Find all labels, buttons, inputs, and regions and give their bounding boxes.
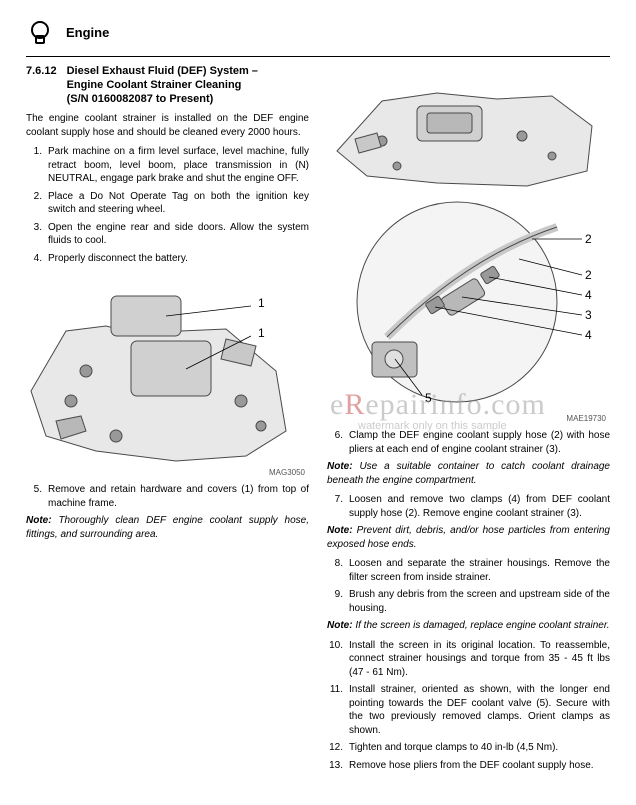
figure-left: 1 1 MAG3050	[26, 271, 309, 477]
list-item: 7.Loosen and remove two clamps (4) from …	[327, 493, 610, 520]
steps-list-right-c: 8.Loosen and separate the strainer housi…	[327, 557, 610, 615]
list-item: 10.Install the screen in its original lo…	[327, 639, 610, 680]
heading-number: 7.6.12	[26, 65, 57, 106]
section-header: Engine	[26, 18, 610, 46]
figure-right-top	[327, 71, 610, 191]
heading-line2: Engine Coolant Strainer Cleaning	[67, 79, 242, 91]
intro-paragraph: The engine coolant strainer is installed…	[26, 112, 309, 139]
list-item: 12.Tighten and torque clamps to 40 in-lb…	[327, 741, 610, 755]
steps-list-right-a: 6.Clamp the DEF engine coolant supply ho…	[327, 429, 610, 456]
list-item: 4.Properly disconnect the battery.	[26, 252, 309, 266]
callout-4: 4	[585, 288, 592, 302]
callout-4b: 4	[585, 328, 592, 342]
heading-title: Diesel Exhaust Fluid (DEF) System – Engi…	[67, 65, 258, 106]
note-text: Thoroughly clean DEF engine coolant supp…	[26, 515, 309, 540]
list-item: 5.Remove and retain hardware and covers …	[26, 483, 309, 510]
list-item: 2.Place a Do Not Operate Tag on both the…	[26, 190, 309, 217]
section-title: Engine	[66, 25, 109, 40]
engine-icon	[26, 18, 54, 46]
callout-1a: 1	[258, 296, 265, 310]
list-item: 6.Clamp the DEF engine coolant supply ho…	[327, 429, 610, 456]
figure-caption-right: MAE19730	[327, 414, 610, 423]
callout-3: 3	[585, 308, 592, 322]
note-text: Prevent dirt, debris, and/or hose partic…	[327, 525, 610, 550]
steps-list-right-d: 10.Install the screen in its original lo…	[327, 639, 610, 773]
divider	[26, 56, 610, 57]
steps-list-left-a: 1.Park machine on a firm level surface, …	[26, 145, 309, 265]
callout-2b: 2	[585, 268, 592, 282]
note-left: Note: Thoroughly clean DEF engine coolan…	[26, 514, 309, 541]
note-text: Use a suitable container to catch coolan…	[327, 461, 610, 486]
heading-line3: (S/N 0160082087 to Present)	[67, 93, 214, 105]
right-column: 2 2 4 3 4 5 MAE19730 6.Clamp the DEF eng…	[327, 65, 610, 776]
note-right-2: Note: Prevent dirt, debris, and/or hose …	[327, 524, 610, 551]
callout-1b: 1	[258, 326, 265, 340]
note-right-1: Note: Use a suitable container to catch …	[327, 460, 610, 487]
heading-line1: Diesel Exhaust Fluid (DEF) System –	[67, 65, 258, 77]
left-column: 7.6.12 Diesel Exhaust Fluid (DEF) System…	[26, 65, 309, 776]
steps-list-left-b: 5.Remove and retain hardware and covers …	[26, 483, 309, 510]
callout-5: 5	[425, 391, 432, 405]
figure-caption-left: MAG3050	[26, 468, 309, 477]
list-item: 3.Open the engine rear and side doors. A…	[26, 221, 309, 248]
list-item: 8.Loosen and separate the strainer housi…	[327, 557, 610, 584]
subsection-heading: 7.6.12 Diesel Exhaust Fluid (DEF) System…	[26, 65, 309, 106]
note-right-3: Note: If the screen is damaged, replace …	[327, 619, 610, 633]
list-item: 13.Remove hose pliers from the DEF coola…	[327, 759, 610, 773]
list-item: 1.Park machine on a firm level surface, …	[26, 145, 309, 186]
list-item: 9.Brush any debris from the screen and u…	[327, 588, 610, 615]
steps-list-right-b: 7.Loosen and remove two clamps (4) from …	[327, 493, 610, 520]
figure-right-detail: 2 2 4 3 4 5 MAE19730	[327, 197, 610, 423]
note-text: If the screen is damaged, replace engine…	[355, 620, 609, 631]
callout-2: 2	[585, 232, 592, 246]
list-item: 11.Install strainer, oriented as shown, …	[327, 683, 610, 737]
